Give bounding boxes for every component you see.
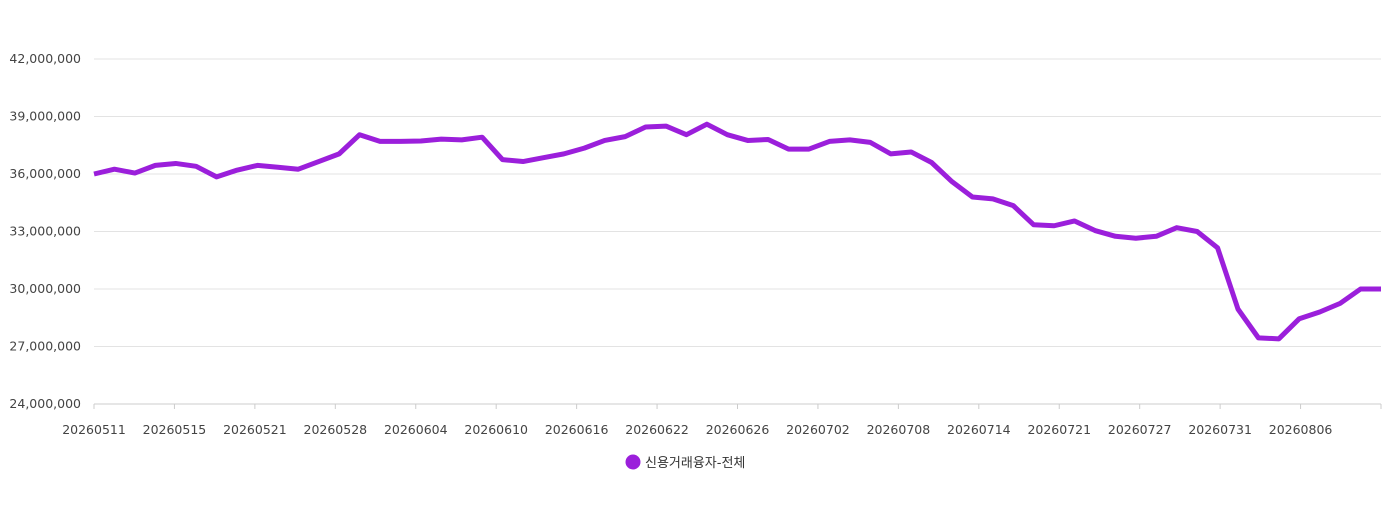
axes: 24,000,000 27,000,000 30,000,000 33,000,000… [9,51,1382,437]
legend[interactable]: 신용거래융자-전체 [625,454,746,472]
x-tick-label: 20260616 [545,422,609,437]
x-tick-label: 20260521 [223,422,287,437]
x-tick-label: 20260515 [143,422,207,437]
x-tick-label: 20260702 [786,422,850,437]
x-tick-label: 20260721 [1027,422,1091,437]
series-layer [93,121,1381,342]
series-line[interactable] [93,121,1381,342]
x-tick-label: 20260511 [62,422,126,437]
x-tick-label: 20260604 [384,422,448,437]
legend-label[interactable]: 신용거래융자-전체 [645,456,745,471]
y-tick-label: 42,000,000 [9,51,81,66]
x-tick-label: 20260622 [625,422,689,437]
x-tick-label: 20260708 [867,422,931,437]
x-tick-label: 20260610 [464,422,528,437]
x-tick-label: 20260806 [1269,422,1333,437]
x-tick-label: 20260626 [706,422,770,437]
legend-marker[interactable] [625,454,641,470]
x-tick-label: 20260727 [1108,422,1172,437]
y-tick-label: 39,000,000 [9,109,81,124]
x-tick-label: 20260714 [947,422,1011,437]
grid [94,58,1381,405]
y-tick-label: 30,000,000 [9,281,81,296]
y-tick-label: 36,000,000 [9,166,81,181]
x-tick-label: 20260731 [1188,422,1252,437]
y-tick-label: 33,000,000 [9,224,81,239]
y-tick-label: 27,000,000 [9,339,81,354]
y-tick-label: 24,000,000 [9,396,81,411]
x-tick-label: 20260528 [304,422,368,437]
